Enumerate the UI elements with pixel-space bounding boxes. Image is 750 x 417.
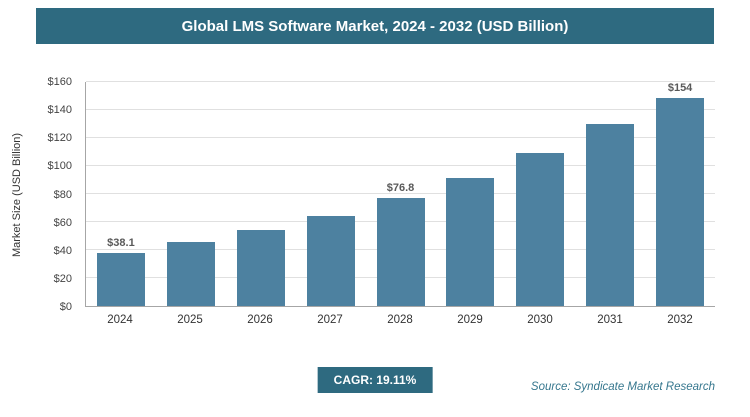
- gridline: [86, 81, 715, 82]
- bar-value-label-2032: $154: [667, 82, 693, 94]
- bars: $38.1 $76.8 $154: [86, 82, 715, 306]
- bar-group-2024: $38.1: [86, 82, 156, 306]
- bar-2027: [306, 215, 355, 306]
- x-tick-label-2027: 2027: [317, 314, 343, 326]
- bar-2026: [236, 230, 285, 306]
- x-tick-label-2029: 2029: [457, 314, 483, 326]
- bar-value-label-2024: $38.1: [107, 236, 135, 249]
- source-text: Source: Syndicate Market Research: [530, 381, 715, 393]
- bar-group-2032: $154: [645, 82, 715, 306]
- x-tick-label-2026: 2026: [247, 314, 273, 326]
- bar-2031: [586, 124, 635, 306]
- bar-2029: [446, 177, 495, 306]
- y-tick-label: $20: [53, 272, 72, 285]
- chart-title: Global LMS Software Market, 2024 - 2032 …: [181, 17, 569, 35]
- x-tick-label-2028: 2028: [387, 314, 413, 326]
- bar-group-2031: [575, 82, 645, 306]
- plot-area: $38.1 $76.8 $154: [85, 81, 715, 307]
- y-tick-label: $100: [47, 160, 72, 173]
- y-axis-label-wrap: Market Size (USD Billion): [4, 82, 30, 307]
- bar-2032: [656, 98, 705, 306]
- y-tick-label: $160: [47, 76, 72, 88]
- x-axis-labels: 2024 2025 2026 2027 2028 2029 2030 2031 2032: [85, 314, 715, 326]
- y-tick-label: $140: [47, 104, 72, 117]
- y-tick-label: $0: [59, 301, 72, 313]
- x-tick-label-2032: 2032: [667, 314, 693, 326]
- bar-2028: [376, 198, 425, 306]
- bar-group-2029: [435, 82, 505, 306]
- bar-group-2030: [505, 82, 575, 306]
- bar-group-2028: $76.8: [366, 82, 436, 306]
- y-axis-ticks: $0 $20 $40 $60 $80 $100 $120 $140 $160: [30, 76, 80, 313]
- bar-group-2025: [156, 82, 226, 306]
- y-tick-label: $60: [53, 216, 72, 229]
- bar-2024: [96, 252, 145, 306]
- bar-value-label-2028: $76.8: [386, 182, 415, 195]
- y-tick-label: $40: [53, 244, 72, 257]
- x-tick-label-2030: 2030: [527, 314, 553, 326]
- gridline: [86, 137, 715, 138]
- y-tick-label: $120: [47, 132, 72, 145]
- gridline: [86, 109, 715, 110]
- y-tick-label: $80: [53, 188, 72, 201]
- gridline: [86, 193, 715, 194]
- bar-2030: [516, 153, 565, 306]
- x-tick-label-2024: 2024: [107, 314, 133, 326]
- bar-group-2026: [226, 82, 296, 306]
- cagr-badge: CAGR: 19.11%: [317, 367, 433, 393]
- chart-header: Global LMS Software Market, 2024 - 2032 …: [36, 8, 714, 44]
- bar-2025: [166, 242, 215, 306]
- bar-group-2027: [296, 82, 366, 306]
- gridline: [86, 165, 715, 166]
- y-axis-label: Market Size (USD Billion): [11, 132, 23, 257]
- x-tick-label-2025: 2025: [177, 314, 203, 326]
- x-tick-label-2031: 2031: [597, 314, 623, 326]
